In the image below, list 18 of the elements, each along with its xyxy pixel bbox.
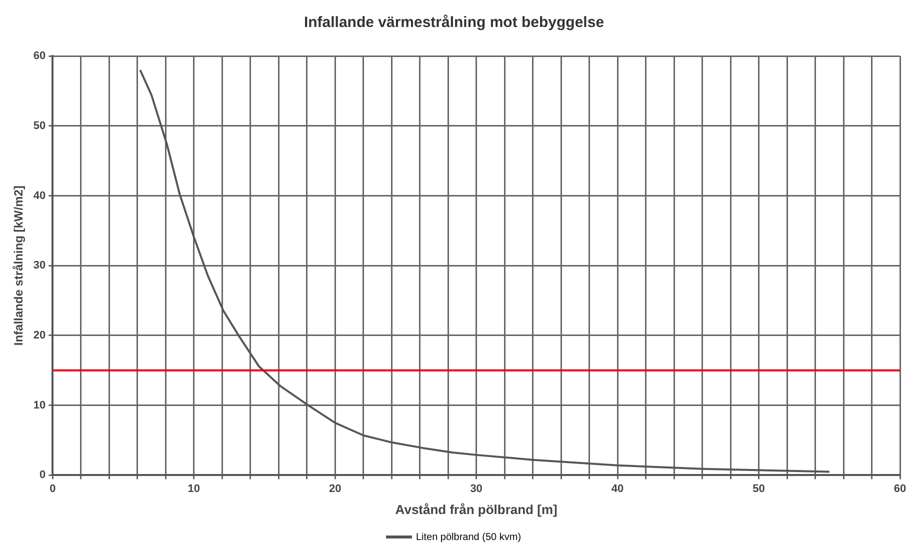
x-tick-label: 20 [328,482,342,495]
x-tick-label: 60 [894,482,906,495]
x-tick-label: 40 [611,482,624,495]
y-tick-label: 20 [33,330,46,342]
y-tick-label: 10 [33,399,46,412]
y-tick-label: 0 [40,469,46,482]
x-tick-label: 50 [752,482,765,495]
x-tick-label: 10 [188,482,200,495]
x-tick-label: 30 [470,482,482,495]
chart-title: Infallande värmestrålning mot bebyggelse [304,14,604,32]
y-tick-label: 60 [33,50,46,62]
y-axis-title: Infallande strålning [kW/m2] [12,186,26,346]
y-tick-label: 30 [33,260,46,272]
x-tick-label: 0 [50,482,56,495]
legend-label: Liten pölbrand (50 kvm) [416,532,522,543]
y-tick-label: 50 [33,120,46,132]
x-axis-title: Avstånd från pölbrand [m] [395,502,558,517]
y-tick-label: 40 [33,190,46,202]
